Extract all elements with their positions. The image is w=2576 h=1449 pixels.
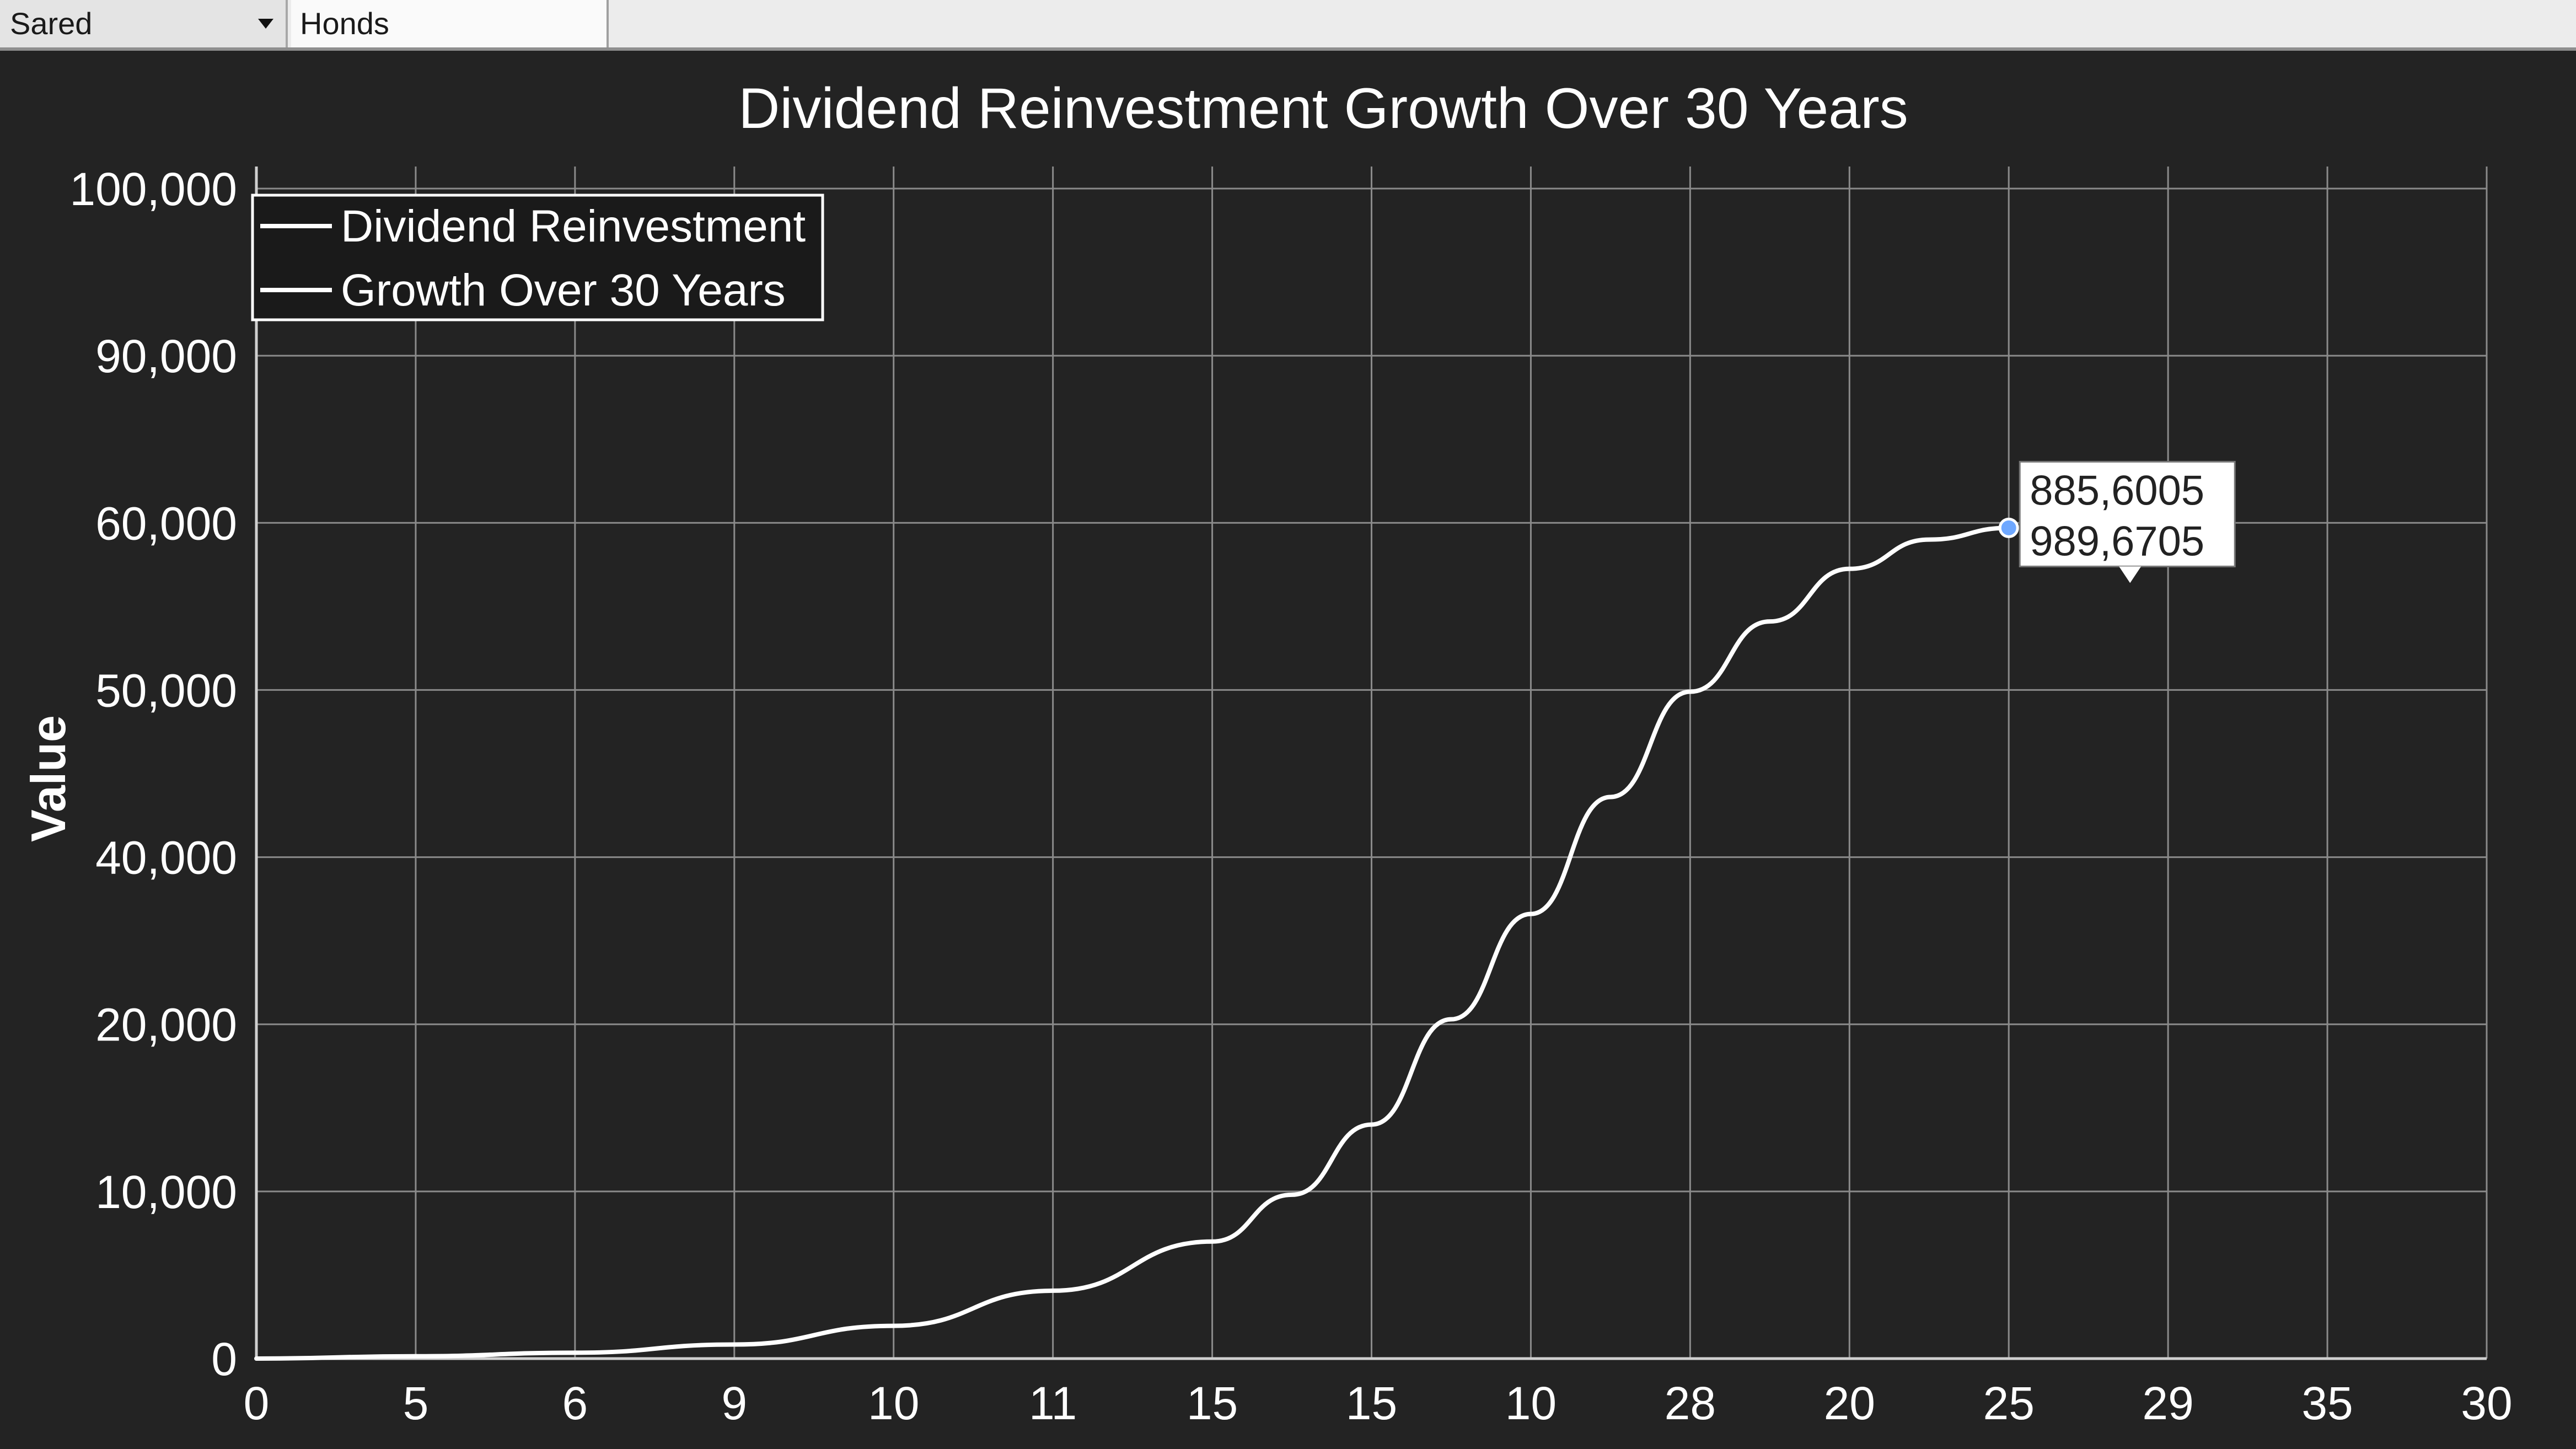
dropdown-value: Sared [10,6,93,41]
x-tick-label: 0 [244,1377,270,1429]
x-tick-label: 10 [1505,1377,1557,1429]
series [254,525,2011,1361]
axes [255,167,2487,1360]
search-input-value: Honds [300,6,389,41]
tooltip-pointer [2119,566,2142,583]
tooltip-line-1: 885,6005 [2030,467,2204,514]
tooltip-line-2: 989,6705 [2030,518,2204,565]
x-tick-label: 15 [1346,1377,1397,1429]
chart-area: Dividend Reinvestment Growth Over 30 Yea… [0,51,2576,1449]
y-tick-label: 100,000 [69,163,237,215]
series-dropdown[interactable]: Sared [0,0,288,47]
x-tick-label: 9 [721,1377,747,1429]
y-tick-labels: 0 10,000 20,000 40,000 50,000 60,000 90,000 100… [69,163,237,1385]
legend: Dividend Reinvestment Growth Over 30 Yea… [251,194,824,321]
x-tick-label: 25 [1983,1377,2034,1429]
grid [255,167,2488,1360]
x-tick-label: 30 [2461,1377,2512,1429]
x-tick-label: 20 [1824,1377,1875,1429]
toolbar: Sared Honds [0,0,2576,51]
legend-box [251,194,824,321]
search-input[interactable]: Honds [291,0,609,47]
x-tick-label: 35 [2301,1377,2353,1429]
x-tick-label: 10 [868,1377,919,1429]
x-tick-label: 28 [1665,1377,1716,1429]
tooltip-box [2019,460,2236,567]
y-tick-label: 40,000 [95,832,237,884]
legend-entry-1: Dividend Reinvestment [341,201,806,251]
legend-entry-2: Growth Over 30 Years [341,265,786,315]
y-tick-label: 90,000 [95,330,237,382]
y-tick-label: 50,000 [95,664,237,716]
x-tick-label: 15 [1187,1377,1238,1429]
x-tick-label: 11 [1029,1377,1077,1429]
x-tick-label: 29 [2142,1377,2193,1429]
data-point-marker [1998,517,2019,538]
x-tick-label: 6 [562,1377,588,1429]
y-tick-label: 10,000 [95,1166,237,1218]
x-tick-labels: 0 5 6 9 10 11 15 15 10 28 20 25 29 35 30 [244,1377,2513,1429]
y-tick-label: 60,000 [95,497,237,549]
x-tick-label: 5 [403,1377,429,1429]
chart-svg: Dividend Reinvestment Growth Over 30 Yea… [21,77,2513,1429]
y-tick-label: 0 [211,1333,237,1385]
chart-title: Dividend Reinvestment Growth Over 30 Yea… [738,77,1908,141]
y-axis-label: Value [21,715,76,842]
chevron-down-icon[interactable] [258,19,273,29]
series-line [254,525,2011,1361]
y-tick-label: 20,000 [95,999,237,1051]
